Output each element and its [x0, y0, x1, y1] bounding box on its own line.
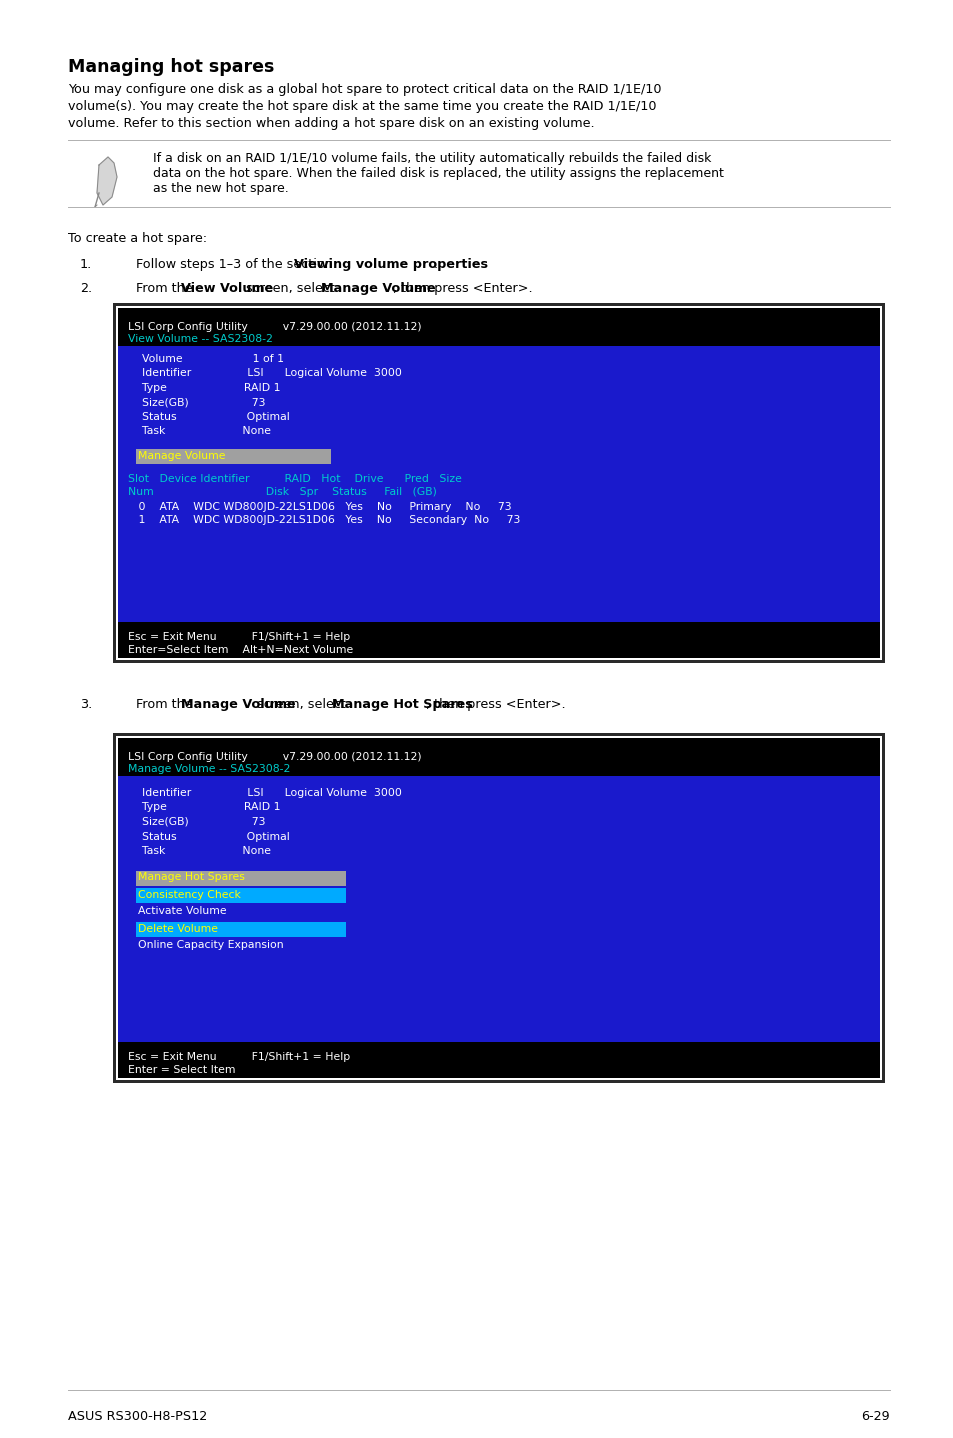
Text: Managing hot spares: Managing hot spares — [68, 58, 274, 76]
Text: Esc = Exit Menu          F1/Shift+1 = Help: Esc = Exit Menu F1/Shift+1 = Help — [128, 1053, 350, 1063]
Text: .: . — [433, 257, 436, 270]
Bar — [136, 870, 346, 886]
Bar — [118, 623, 879, 659]
Text: Slot   Device Identifier          RAID   Hot    Drive      Pred   Size: Slot Device Identifier RAID Hot Drive Pr… — [128, 475, 461, 485]
Bar — [112, 303, 884, 663]
Bar — [136, 922, 346, 936]
Text: Manage Volume -- SAS2308-2: Manage Volume -- SAS2308-2 — [128, 764, 290, 774]
Bar — [136, 887, 346, 903]
Text: 0    ATA    WDC WD800JD-22LS1D06   Yes    No     Primary    No     73: 0 ATA WDC WD800JD-22LS1D06 Yes No Primar… — [128, 502, 511, 512]
Text: Identifier                LSI      Logical Volume  3000: Identifier LSI Logical Volume 3000 — [128, 368, 401, 378]
Text: Manage Volume: Manage Volume — [138, 452, 225, 462]
Text: Manage Volume: Manage Volume — [180, 697, 294, 710]
Text: Esc = Exit Menu          F1/Shift+1 = Help: Esc = Exit Menu F1/Shift+1 = Help — [128, 631, 350, 641]
Bar — [118, 777, 879, 1043]
Bar — [112, 733, 884, 1083]
Text: Manage Volume: Manage Volume — [320, 282, 435, 295]
Text: Type                      RAID 1: Type RAID 1 — [128, 802, 280, 812]
Text: From the: From the — [136, 282, 196, 295]
Text: Manage Hot Spares: Manage Hot Spares — [138, 873, 245, 883]
Text: ASUS RS300-H8-PS12: ASUS RS300-H8-PS12 — [68, 1411, 207, 1424]
Bar — [118, 347, 879, 623]
Text: 1    ATA    WDC WD800JD-22LS1D06   Yes    No     Secondary  No     73: 1 ATA WDC WD800JD-22LS1D06 Yes No Second… — [128, 515, 519, 525]
Text: Manage Hot Spares: Manage Hot Spares — [332, 697, 472, 710]
Text: 1.: 1. — [80, 257, 92, 270]
Text: screen, select: screen, select — [253, 697, 349, 710]
Text: Size(GB)                  73: Size(GB) 73 — [128, 817, 265, 827]
Text: screen, select: screen, select — [241, 282, 338, 295]
Text: View Volume: View Volume — [180, 282, 273, 295]
Bar — [118, 308, 879, 347]
Text: Enter = Select Item: Enter = Select Item — [128, 1066, 235, 1076]
Text: Size(GB)                  73: Size(GB) 73 — [128, 397, 265, 407]
Text: If a disk on an RAID 1/1E/10 volume fails, the utility automatically rebuilds th: If a disk on an RAID 1/1E/10 volume fail… — [152, 152, 711, 165]
Text: You may configure one disk as a global hot spare to protect critical data on the: You may configure one disk as a global h… — [68, 83, 660, 96]
Bar — [118, 738, 879, 777]
Text: as the new hot spare.: as the new hot spare. — [152, 183, 289, 196]
Text: Num                                Disk   Spr    Status     Fail   (GB): Num Disk Spr Status Fail (GB) — [128, 487, 436, 498]
Text: Status                    Optimal: Status Optimal — [128, 413, 290, 421]
Bar — [136, 449, 331, 464]
Text: Viewing volume properties: Viewing volume properties — [294, 257, 488, 270]
Text: data on the hot spare. When the failed disk is replaced, the utility assigns the: data on the hot spare. When the failed d… — [152, 167, 723, 180]
Text: Online Capacity Expansion: Online Capacity Expansion — [138, 940, 283, 951]
Bar — [116, 736, 882, 1080]
Bar — [116, 306, 882, 660]
Polygon shape — [97, 157, 117, 206]
Text: , then press <Enter>.: , then press <Enter>. — [393, 282, 532, 295]
Text: Type                      RAID 1: Type RAID 1 — [128, 383, 280, 393]
Text: Enter=Select Item    Alt+N=Next Volume: Enter=Select Item Alt+N=Next Volume — [128, 646, 353, 654]
Text: volume. Refer to this section when adding a hot spare disk on an existing volume: volume. Refer to this section when addin… — [68, 116, 594, 129]
Text: , then press <Enter>.: , then press <Enter>. — [426, 697, 565, 710]
Text: Consistency Check: Consistency Check — [138, 890, 240, 900]
Text: Status                    Optimal: Status Optimal — [128, 831, 290, 841]
Bar — [118, 1043, 879, 1078]
Text: 2.: 2. — [80, 282, 92, 295]
Text: Task                      None: Task None — [128, 846, 271, 856]
Text: Identifier                LSI      Logical Volume  3000: Identifier LSI Logical Volume 3000 — [128, 788, 401, 798]
Text: Delete Volume: Delete Volume — [138, 923, 218, 933]
Text: 6-29: 6-29 — [861, 1411, 889, 1424]
Text: View Volume -- SAS2308-2: View Volume -- SAS2308-2 — [128, 334, 273, 344]
Text: Volume                    1 of 1: Volume 1 of 1 — [128, 354, 284, 364]
Text: Activate Volume: Activate Volume — [138, 906, 227, 916]
Text: volume(s). You may create the hot spare disk at the same time you create the RAI: volume(s). You may create the hot spare … — [68, 101, 656, 114]
Text: Task                      None: Task None — [128, 427, 271, 437]
Text: Follow steps 1–3 of the section: Follow steps 1–3 of the section — [136, 257, 336, 270]
Text: LSI Corp Config Utility          v7.29.00.00 (2012.11.12): LSI Corp Config Utility v7.29.00.00 (201… — [128, 752, 421, 762]
Text: From the: From the — [136, 697, 196, 710]
Text: To create a hot spare:: To create a hot spare: — [68, 232, 207, 244]
Text: LSI Corp Config Utility          v7.29.00.00 (2012.11.12): LSI Corp Config Utility v7.29.00.00 (201… — [128, 322, 421, 332]
Text: 3.: 3. — [80, 697, 92, 710]
